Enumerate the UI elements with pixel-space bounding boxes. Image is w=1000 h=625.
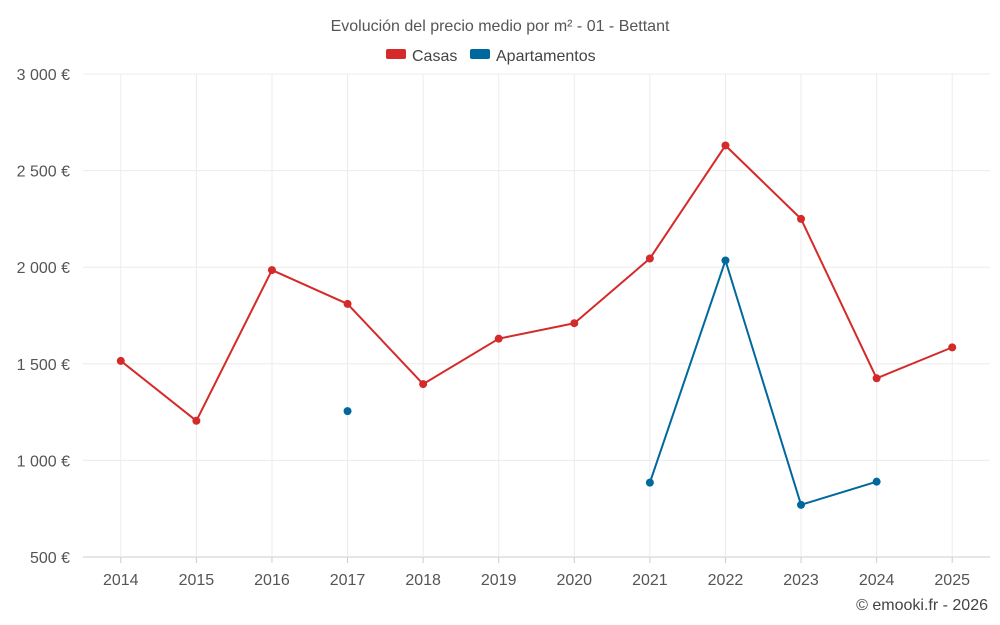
data-point-apartamentos-2022[interactable] [721,256,730,265]
y-tick-label: 1 500 € [17,357,70,374]
y-tick-label: 500 € [30,550,70,567]
series-casas [116,141,957,425]
legend-swatch-casas [386,49,406,59]
data-point-casas-2025[interactable] [948,343,957,352]
legend-item-casas[interactable]: Casas [386,48,457,65]
x-tick-label-2025: 2025 [934,572,970,589]
x-tick-label-2021: 2021 [632,572,668,589]
data-point-apartamentos-2023[interactable] [797,500,806,509]
data-point-casas-2017[interactable] [343,299,352,308]
x-tick-label-2024: 2024 [859,572,895,589]
series [116,141,957,509]
legend-swatch-apartamentos [470,49,490,59]
y-axis-ticks: 500 € 1 000 € 1 500 € 2 000 € 2 500 € 3 000 € [17,67,70,567]
x-tick-label-2014: 2014 [103,572,139,589]
data-point-casas-2020[interactable] [570,319,579,328]
data-point-casas-2021[interactable] [645,254,654,263]
grid [83,73,990,563]
x-tick-label-2022: 2022 [708,572,744,589]
data-point-apartamentos-2017[interactable] [343,407,352,416]
data-point-casas-2016[interactable] [267,266,276,275]
series-line-apartamentos [648,259,877,506]
series-line-casas [120,144,953,422]
y-tick-label: 2 500 € [17,164,70,181]
x-tick-label-2016: 2016 [254,572,290,589]
x-tick-label-2015: 2015 [179,572,215,589]
data-point-casas-2018[interactable] [419,380,428,389]
x-tick-label-2020: 2020 [556,572,592,589]
x-tick-label-2017: 2017 [330,572,366,589]
data-point-casas-2022[interactable] [721,141,730,150]
data-point-apartamentos-2021[interactable] [645,478,654,487]
data-point-apartamentos-2024[interactable] [872,477,881,486]
series-apartamentos [343,256,881,509]
y-tick-label: 2 000 € [17,260,70,277]
chart-title: Evolución del precio medio por m² - 01 -… [331,18,670,35]
x-tick-label-2019: 2019 [481,572,517,589]
x-axis-ticks: 2014 2015 2016 2017 2018 2019 2020 2021 2022 2023… [103,572,970,589]
y-tick-label: 1 000 € [17,453,70,470]
legend: Casas Apartamentos [386,48,596,65]
x-tick-label-2018: 2018 [405,572,441,589]
y-tick-label: 3 000 € [17,67,70,84]
legend-label-apartamentos: Apartamentos [496,48,596,65]
legend-label-casas: Casas [412,48,457,65]
data-point-casas-2023[interactable] [797,214,806,223]
legend-item-apartamentos[interactable]: Apartamentos [470,48,596,65]
data-point-casas-2019[interactable] [494,334,503,343]
data-point-casas-2015[interactable] [192,416,201,425]
data-point-casas-2024[interactable] [872,374,881,383]
x-tick-label-2023: 2023 [783,572,819,589]
credit-text: © emooki.fr - 2026 [856,597,988,614]
data-point-casas-2014[interactable] [116,356,125,365]
